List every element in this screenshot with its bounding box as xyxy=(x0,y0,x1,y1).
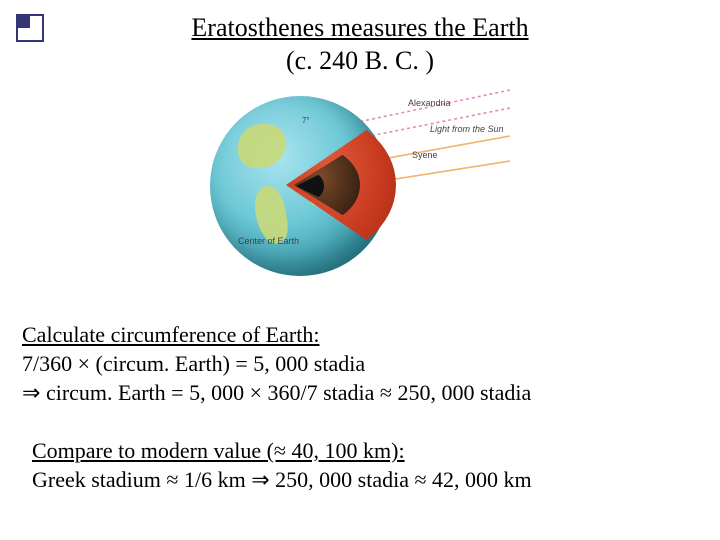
calc-line-2-text: circum. Earth = 5, 000 × 360/7 stadia ≈ … xyxy=(40,380,531,405)
label-syene: Syene xyxy=(412,150,438,160)
label-angle-7deg: 7° xyxy=(302,116,310,125)
calc-heading: Calculate circumference of Earth: xyxy=(22,320,531,349)
compare-heading: Compare to modern value (≈ 40, 100 km): xyxy=(32,436,532,465)
title-block: Eratosthenes measures the Earth (c. 240 … xyxy=(0,12,720,77)
compare-line-a: Greek stadium ≈ 1/6 km xyxy=(32,467,251,492)
implies-symbol: ⇒ xyxy=(22,380,40,405)
globe xyxy=(210,96,390,276)
calculation-block: Calculate circumference of Earth: 7/360 … xyxy=(22,320,531,407)
earth-figure: Alexandria Light from the Sun Syene Cent… xyxy=(180,86,520,296)
compare-line: Greek stadium ≈ 1/6 km ⇒ 250, 000 stadia… xyxy=(32,465,532,494)
label-center-earth: Center of Earth xyxy=(238,236,299,246)
label-alexandria: Alexandria xyxy=(408,98,451,108)
label-sun-light: Light from the Sun xyxy=(430,124,504,134)
compare-block: Compare to modern value (≈ 40, 100 km): … xyxy=(32,436,532,494)
calc-line-1: 7/360 × (circum. Earth) = 5, 000 stadia xyxy=(22,349,531,378)
calc-line-2: ⇒ circum. Earth = 5, 000 × 360/7 stadia … xyxy=(22,378,531,407)
title-line-1: Eratosthenes measures the Earth xyxy=(0,12,720,45)
title-line-2: (c. 240 B. C. ) xyxy=(0,45,720,78)
implies-symbol-2: ⇒ xyxy=(251,467,269,492)
compare-line-b: 250, 000 stadia ≈ 42, 000 km xyxy=(270,467,532,492)
